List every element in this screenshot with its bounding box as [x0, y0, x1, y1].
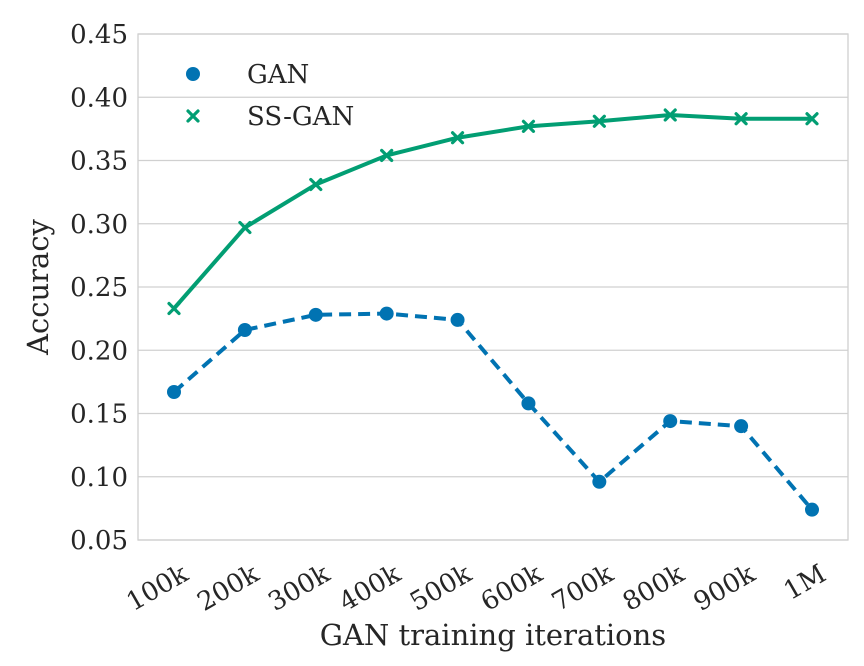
series-lines [172, 112, 814, 511]
x-tick-label: 1M [779, 559, 831, 607]
data-point [521, 119, 536, 133]
data-point [309, 177, 323, 192]
legend-marker [186, 67, 200, 81]
x-tick-label: 600k [476, 559, 548, 618]
data-point [167, 384, 181, 399]
series-line-ss-gan [172, 112, 812, 310]
x-tick-label: 900k [689, 559, 761, 618]
series-line-gan [172, 311, 814, 511]
legend-marker [186, 109, 200, 123]
data-point [450, 131, 465, 145]
data-point [521, 396, 536, 411]
legend-label: GAN [247, 60, 309, 90]
x-tick-label: 500k [405, 559, 477, 618]
legend-label: SS-GAN [247, 102, 354, 132]
y-tick-label: 0.40 [70, 83, 128, 113]
data-point [167, 301, 181, 316]
y-tick-label: 0.25 [70, 273, 128, 303]
data-point [238, 220, 252, 235]
y-tick-labels: 0.05 0.10 0.15 0.20 0.25 0.30 0.35 0.40 0.45 [70, 20, 128, 556]
y-tick-label: 0.45 [70, 20, 128, 50]
data-point [237, 323, 252, 338]
y-tick-label: 0.10 [70, 463, 128, 493]
y-tick-label: 0.15 [70, 400, 128, 430]
x-axis-label: GAN training iterations [320, 618, 666, 652]
data-point [805, 502, 819, 517]
data-point [379, 306, 394, 321]
data-point [734, 112, 748, 126]
x-tick-label: 300k [263, 559, 335, 618]
plot-frame [137, 33, 849, 541]
x-tick-label: 200k [193, 559, 265, 618]
data-point [663, 108, 677, 122]
gridlines [138, 33, 848, 541]
data-point [380, 148, 394, 163]
x-tick-labels: 100k 200k 300k 400k 500k 600k 700k 800k 900k 1M [122, 559, 832, 618]
x-tick-label: 700k [547, 559, 619, 618]
data-point [592, 114, 606, 128]
y-tick-label: 0.35 [70, 147, 128, 177]
data-point [308, 307, 323, 322]
data-point [734, 419, 749, 434]
y-tick-label: 0.20 [70, 336, 128, 366]
plot-border [137, 33, 849, 541]
series-markers [167, 108, 819, 517]
data-point [592, 474, 607, 489]
data-point [663, 414, 678, 429]
y-tick-label: 0.05 [70, 526, 128, 556]
x-tick-label: 400k [334, 559, 406, 618]
y-axis-label: Accuracy [21, 218, 55, 355]
y-tick-label: 0.30 [70, 210, 128, 240]
x-tick-label: 100k [122, 559, 194, 618]
data-point [805, 112, 819, 126]
x-tick-label: 800k [618, 559, 690, 618]
data-point [450, 312, 465, 327]
legend: GAN SS-GAN [186, 60, 354, 132]
